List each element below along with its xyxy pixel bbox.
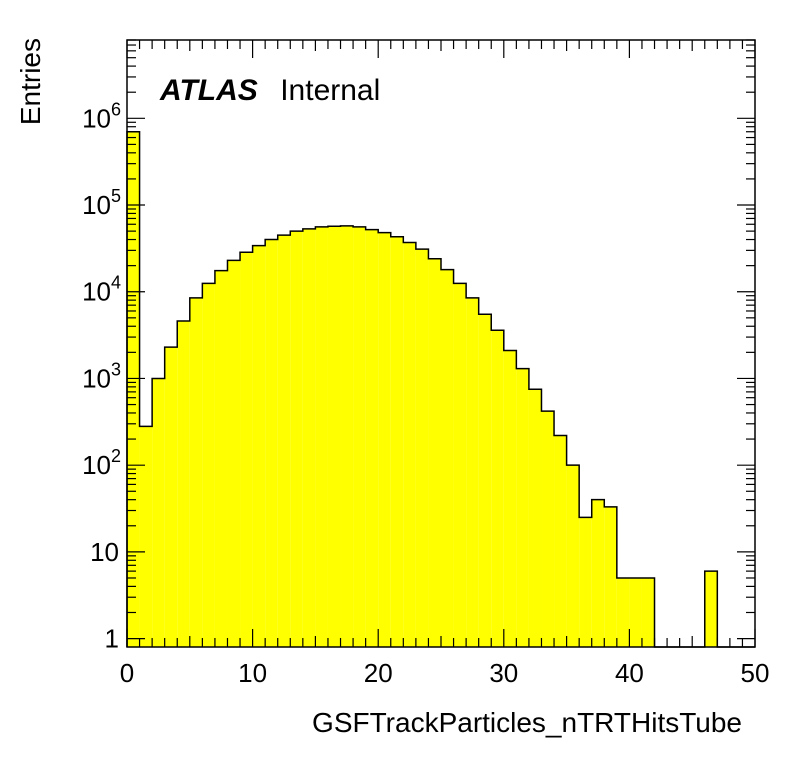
atlas-label: ATLAS Internal (159, 74, 380, 107)
histogram-bar (566, 465, 580, 647)
histogram-bar (641, 577, 655, 647)
x-axis-title: GSFTrackParticles_nTRTHitsTube (312, 707, 742, 738)
histogram-bar (528, 389, 542, 647)
y-tick-label: 103 (82, 359, 121, 393)
y-tick-label: 1 (105, 624, 119, 654)
y-tick-label: 106 (82, 99, 121, 133)
histogram-bar (378, 232, 391, 648)
histogram-bar (240, 252, 253, 647)
x-tick-label: 10 (238, 658, 267, 688)
histogram-bar (604, 506, 617, 647)
histogram-bar (516, 368, 529, 647)
histogram-bar (403, 242, 416, 647)
histogram-bar (353, 226, 366, 647)
y-tick-label: 105 (82, 186, 121, 220)
histogram-bar (579, 517, 592, 647)
atlas-experiment-label: ATLAS (159, 74, 258, 107)
histogram-bar (202, 283, 215, 647)
histogram-bar (466, 297, 479, 647)
histogram-bar (453, 283, 467, 647)
x-tick-label: 0 (120, 658, 134, 688)
y-axis-title: Entries (15, 38, 46, 125)
histogram-bar (541, 411, 555, 647)
histogram-bar (302, 228, 316, 647)
histogram-bar (503, 350, 517, 647)
histogram-bar (277, 235, 291, 648)
histogram-bar (327, 226, 341, 648)
atlas-status-label: Internal (280, 74, 380, 107)
histogram-bar (428, 258, 441, 647)
axis-ticks (126, 39, 756, 647)
histogram-bar (554, 435, 567, 647)
histogram-bar (616, 577, 630, 647)
histogram-bar (164, 347, 178, 647)
y-tick-label: 102 (82, 446, 121, 480)
histogram-bar (441, 269, 454, 647)
x-tick-label: 40 (615, 658, 644, 688)
histogram-bar (189, 297, 203, 647)
histogram-bar (478, 314, 492, 647)
histogram-bar (629, 577, 642, 647)
histogram-bar (252, 245, 266, 647)
histogram-bar (491, 330, 504, 647)
x-tick-label: 20 (364, 658, 393, 688)
histogram-bar (591, 499, 605, 647)
histogram-bar (415, 249, 429, 648)
y-tick-labels: 1 10 102 103 104 105 106 (82, 99, 121, 653)
histogram-bar (704, 571, 718, 647)
histogram-bar (340, 225, 354, 647)
histogram-bar (214, 270, 228, 647)
histogram-bar (177, 320, 190, 647)
histogram-bar (139, 426, 153, 647)
histogram-bar (290, 231, 303, 647)
histogram-bar (365, 229, 379, 647)
histogram-bar (265, 239, 278, 647)
x-tick-label: 50 (741, 658, 770, 688)
histogram-bar (315, 226, 328, 647)
histogram-bar (227, 260, 241, 647)
histogram-bar (127, 131, 140, 647)
y-tick-label: 104 (82, 273, 121, 307)
histogram-bars (127, 131, 718, 648)
x-tick-label: 30 (489, 658, 518, 688)
x-tick-labels: 0 10 20 30 40 50 (120, 658, 770, 688)
histogram-outline (126, 130, 755, 648)
y-tick-label: 10 (90, 537, 119, 567)
histogram-bar (390, 236, 404, 648)
histogram-bar (152, 378, 165, 647)
